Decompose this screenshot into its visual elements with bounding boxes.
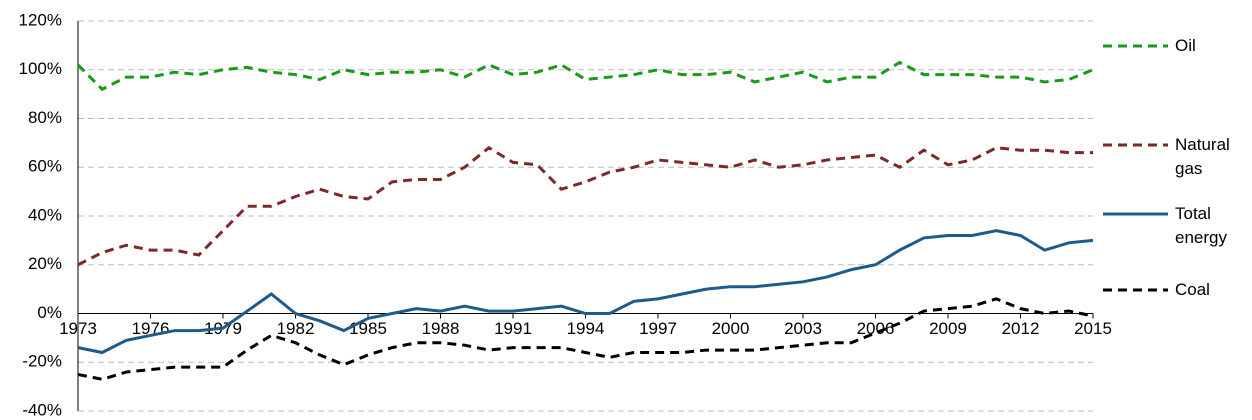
y-tick-label: 80%	[28, 108, 62, 127]
x-tick-label: 2015	[1074, 319, 1112, 338]
y-tick-label: -40%	[22, 400, 62, 419]
x-tick-label: 2006	[857, 319, 895, 338]
series-line	[77, 297, 1094, 381]
x-tick-label: 2000	[712, 319, 750, 338]
series-line	[76, 60, 1094, 92]
x-tick-label: 1985	[349, 319, 387, 338]
y-tick-label: 20%	[28, 254, 62, 273]
series-line	[77, 145, 1093, 267]
x-tick-label: 1973	[59, 319, 97, 338]
y-tick-label: 100%	[19, 59, 62, 78]
y-tick-label: 120%	[19, 10, 62, 29]
y-tick-label: -20%	[22, 352, 62, 371]
y-tick-label: 0%	[37, 303, 62, 322]
x-tick-label: 1991	[494, 319, 532, 338]
y-tick-label: 40%	[28, 205, 62, 224]
x-tick-label: 2009	[929, 319, 967, 338]
legend-label: Oil	[1175, 36, 1196, 55]
x-tick-label: 2003	[784, 319, 822, 338]
legend-label: Total energy	[1175, 204, 1227, 247]
series-line	[77, 229, 1094, 355]
x-tick-label: 1988	[422, 319, 460, 338]
x-tick-label: 1994	[567, 319, 605, 338]
legend-label: Coal	[1175, 280, 1210, 299]
y-tick-label: 60%	[28, 157, 62, 176]
legend-label: Natural gas	[1175, 135, 1230, 178]
x-tick-label: 2012	[1002, 319, 1040, 338]
x-tick-label: 1982	[277, 319, 315, 338]
x-tick-label: 1997	[639, 319, 677, 338]
